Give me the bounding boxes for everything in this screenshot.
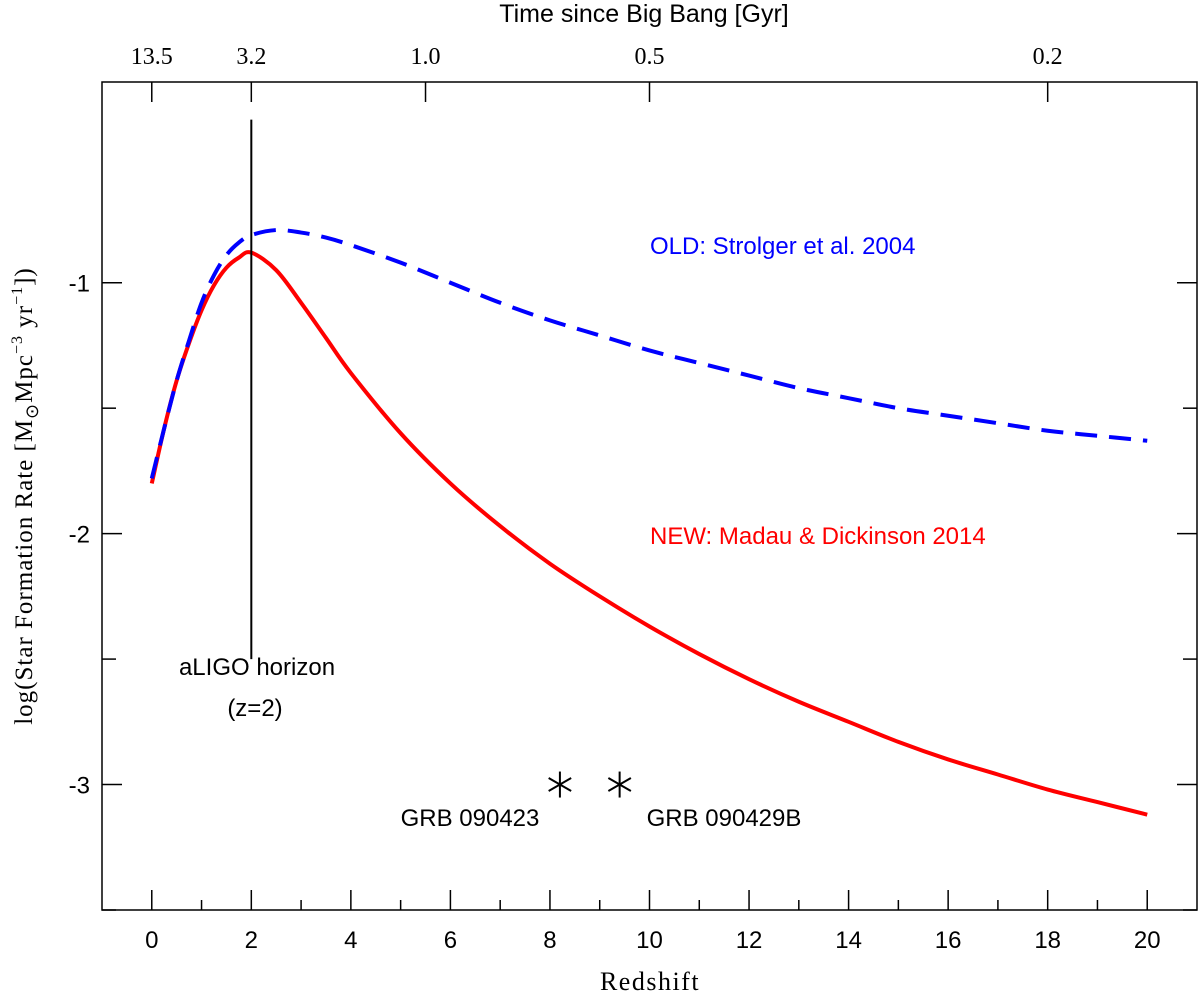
top-tick-label: 13.5 (131, 44, 173, 70)
x-tick-label: 10 (636, 927, 663, 954)
axis-ticks (102, 82, 1197, 911)
grb-marker (548, 771, 572, 798)
y-tick-label: -1 (69, 271, 90, 298)
x-tick-label: 16 (935, 927, 962, 954)
x-tick-label: 2 (245, 927, 258, 954)
y-title-exp1: −3 (9, 335, 26, 354)
top-axis-title: Time since Big Bang [Gyr] (499, 0, 788, 28)
y-tick-label: -2 (69, 522, 90, 549)
x-tick-label: 20 (1134, 927, 1161, 954)
horizon-label-line2: (z=2) (227, 695, 282, 722)
y-title-sun-symbol: ⊙ (22, 403, 42, 419)
grb-090423-label: GRB 090423 (401, 805, 540, 832)
label-new-series: NEW: Madau & Dickinson 2014 (650, 523, 986, 550)
series-layer (149, 227, 1148, 817)
y-title-yr: yr (11, 305, 38, 335)
horizon-label-line1: aLIGO horizon (179, 654, 335, 681)
x-axis-title: Redshift (600, 967, 700, 996)
y-title-exp2: −1 (9, 286, 26, 305)
x-tick-label: 8 (543, 927, 556, 954)
y-title-mpc: Mpc (11, 354, 38, 403)
grb-marker (607, 771, 632, 798)
top-tick-label: 0.5 (635, 44, 665, 70)
top-tick-label: 0.2 (1033, 44, 1063, 70)
label-old-series: OLD: Strolger et al. 2004 (650, 233, 915, 260)
x-tick-label: 0 (145, 927, 158, 954)
x-tick-label: 6 (444, 927, 457, 954)
top-tick-label: 1.0 (411, 44, 441, 70)
x-tick-label: 4 (344, 927, 357, 954)
y-tick-label: -3 (69, 773, 90, 800)
y-title-suffix: ]) (11, 267, 38, 286)
top-tick-label: 3.2 (236, 44, 266, 70)
x-tick-label: 14 (835, 927, 862, 954)
x-tick-label: 18 (1034, 927, 1061, 954)
y-axis-title: log(Star Formation Rate [M⊙Mpc−3 yr−1]) (9, 267, 42, 725)
grb-090429b-label: GRB 090429B (647, 805, 802, 832)
x-tick-label: 12 (736, 927, 763, 954)
series-new-madau-line (149, 250, 1148, 817)
series-old-strolger-line (149, 227, 1148, 479)
axis-tick-labels: 0 2 4 6 8 10 12 14 16 18 20 -1 -2 -3 13.5 3.2 1.0 0.5 0.2 (69, 44, 1161, 954)
y-title-prefix: log(Star Formation Rate [M (11, 419, 38, 725)
